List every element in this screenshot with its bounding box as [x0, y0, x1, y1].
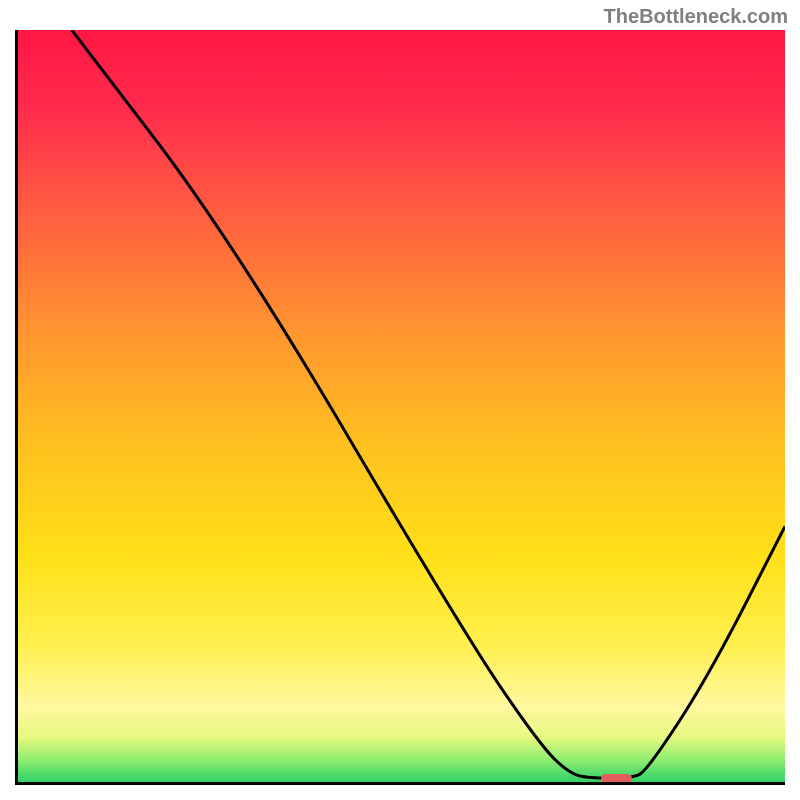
chart-container: TheBottleneck.com: [0, 0, 800, 800]
watermark-text: TheBottleneck.com: [604, 6, 788, 29]
optimal-marker: [601, 774, 632, 783]
bottleneck-curve: [18, 30, 785, 782]
chart-plot-area: [15, 30, 785, 785]
